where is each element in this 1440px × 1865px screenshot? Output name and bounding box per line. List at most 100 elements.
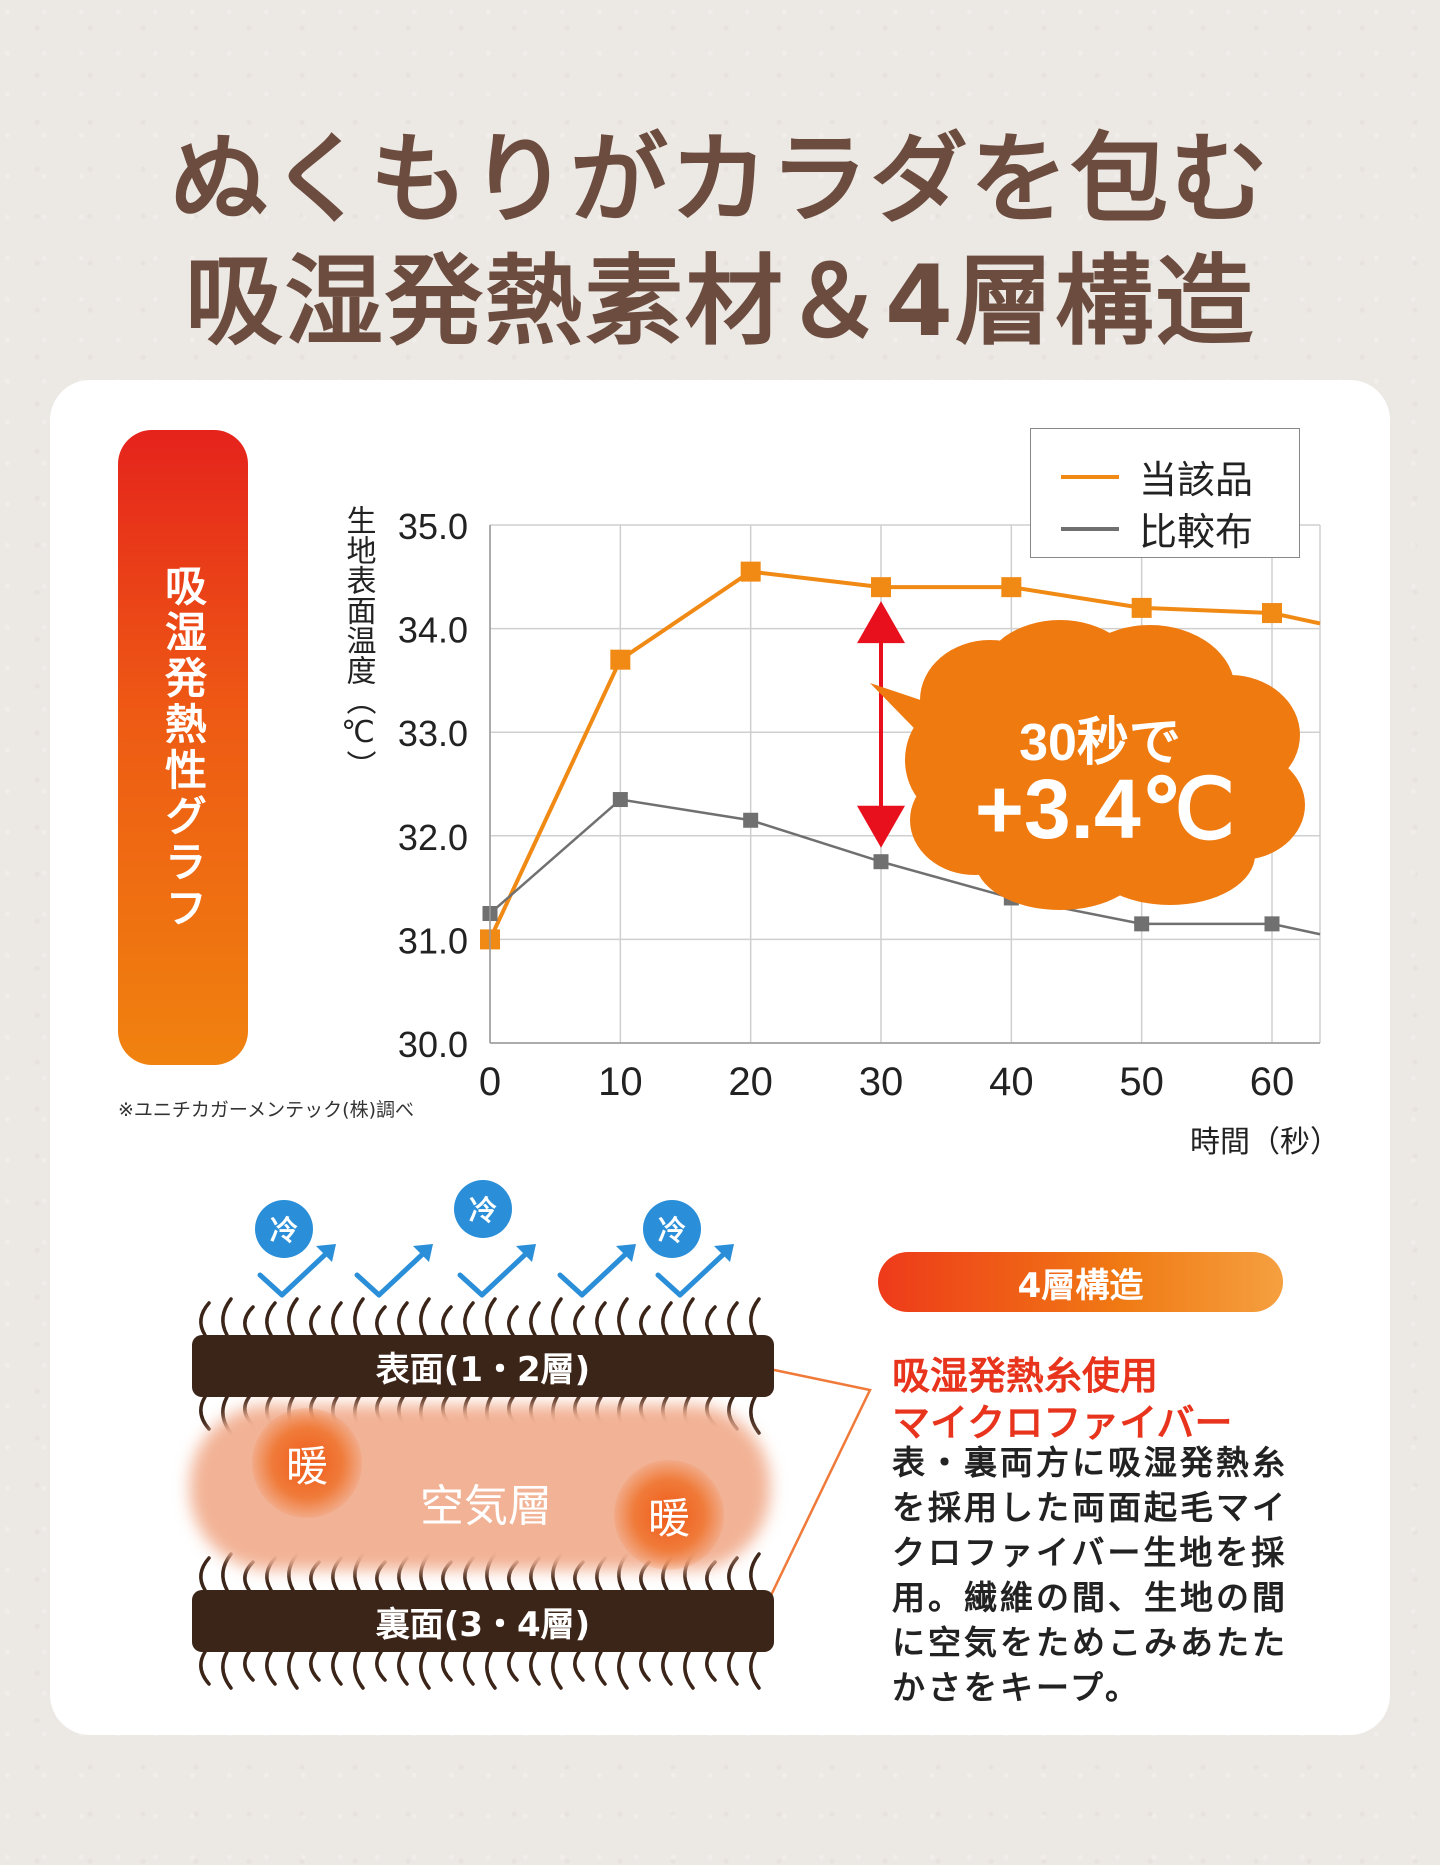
air-layer-label: 空気層 [420, 1481, 552, 1532]
fiber-hair [243, 1305, 255, 1337]
fiber-hair [661, 1650, 673, 1686]
data-point [1131, 597, 1152, 618]
x-tick-label: 30 [859, 1060, 904, 1104]
y-tick-label: 35.0 [398, 506, 468, 547]
x-tick-label: 60 [1250, 1060, 1295, 1104]
headline-line-2: 吸湿発熱素材＆4層構造 [184, 245, 1256, 359]
annotation-arrow-head-up [857, 601, 905, 644]
annotation-bubble [870, 620, 1305, 910]
cold-marker-2: 冷 [454, 1180, 512, 1238]
moisture-arrow-head [516, 1244, 536, 1262]
fiber-hair [309, 1305, 321, 1337]
fiber-hair [661, 1301, 673, 1337]
fiber-hair [617, 1650, 629, 1690]
moisture-arrow [655, 1247, 731, 1298]
chart-series [480, 561, 1321, 950]
y-tick-label: 30.0 [398, 1024, 468, 1065]
fiber-hair [353, 1297, 365, 1337]
fiber-hair [397, 1650, 409, 1686]
fiber-hair [441, 1650, 453, 1682]
chart-annotation [857, 601, 1305, 910]
moisture-arrow [354, 1247, 430, 1298]
moisture-arrow [457, 1247, 533, 1298]
data-point [1001, 577, 1022, 598]
fiber-hair [573, 1305, 585, 1337]
fiber-hair [221, 1297, 233, 1337]
fiber-hair [199, 1301, 211, 1337]
fiber-hair [353, 1650, 365, 1690]
fiber-hair [595, 1650, 607, 1686]
fiber-hair [485, 1297, 497, 1337]
x-axis-label: 時間（秒） [1190, 1125, 1340, 1160]
annotation-line-2: +3.4℃ [974, 762, 1236, 856]
data-point [610, 649, 631, 670]
fiber-hair [397, 1301, 409, 1337]
y-tick-label: 33.0 [398, 713, 468, 754]
warm-marker-right: 暖 [614, 1460, 724, 1570]
fiber-hair [287, 1650, 299, 1690]
x-tick-label: 10 [598, 1060, 643, 1104]
moisture-arrow [557, 1247, 633, 1298]
fiber-hair [705, 1650, 717, 1682]
fiber-hair [485, 1650, 497, 1690]
fiber-hair [749, 1650, 761, 1690]
fiber-hair [683, 1650, 695, 1690]
top-layer-bar: 表面(1・2層) [192, 1335, 774, 1397]
data-point [1262, 603, 1282, 624]
annotation-arrow-head-down [857, 805, 905, 848]
cold-marker-3: 冷 [643, 1200, 701, 1258]
fiber-hair [529, 1301, 541, 1337]
fiber-hair [727, 1301, 739, 1337]
data-point [740, 561, 761, 582]
fiber-hair [529, 1650, 541, 1686]
y-tick-label: 34.0 [398, 610, 468, 651]
fiber-hair [463, 1650, 475, 1686]
fiber-hair [419, 1650, 431, 1690]
legend-swatch-product [1061, 474, 1119, 479]
y-tick-label: 32.0 [398, 817, 468, 858]
x-tick-label: 50 [1119, 1060, 1164, 1104]
y-tick-label: 31.0 [398, 920, 468, 961]
moisture-arrow-head [714, 1244, 734, 1262]
fiber-hair [617, 1297, 629, 1337]
fiber-hair [199, 1650, 211, 1686]
four-layer-pill: 4層構造 [878, 1252, 1283, 1312]
fiber-hair [199, 1556, 211, 1592]
fiber-hair [705, 1305, 717, 1337]
fiber-hair [265, 1650, 277, 1686]
fiber-hair [199, 1395, 211, 1431]
moisture-arrow-head [616, 1244, 636, 1262]
data-point [612, 792, 628, 808]
fiber-hair [573, 1650, 585, 1682]
fiber-hair [287, 1297, 299, 1337]
fiber-hair [331, 1650, 343, 1686]
x-tick-label: 20 [728, 1060, 773, 1104]
cold-marker-1: 冷 [255, 1200, 313, 1258]
fiber-hair [507, 1650, 519, 1682]
fiber-hair [375, 1650, 387, 1682]
chart-axes: 30.0 31.0 32.0 33.0 34.0 35.0 0 10 20 30 40 50 60 時間（… [341, 505, 1341, 1160]
feature-description: 表・裏両方に吸湿発熱糸を採用した両面起毛マイクロファイバー生地を採用。繊維の間、… [892, 1443, 1288, 1707]
fiber-hair [749, 1552, 761, 1592]
data-point [873, 854, 889, 870]
feature-title-2: マイクロファイバー [892, 1401, 1233, 1445]
y-axis-label: 生地表面温度（℃） [341, 505, 377, 780]
fiber-hair [551, 1297, 563, 1337]
moisture-arrow [257, 1247, 333, 1298]
series-line-1 [489, 798, 1321, 936]
legend-swatch-comparison [1061, 526, 1119, 531]
fiber-hair [243, 1650, 255, 1682]
fiber-hair [507, 1305, 519, 1337]
bottom-layer-bar: 裏面(3・4層) [192, 1590, 774, 1652]
graph-side-label: 吸湿発熱性グラフ [118, 430, 248, 1065]
headline-line-1: ぬくもりがカラダを包む [169, 123, 1270, 237]
warm-marker-left: 暖 [252, 1408, 362, 1518]
legend-item-product: 当該品 [1061, 449, 1253, 504]
fiber-hair [331, 1301, 343, 1337]
legend-label-comparison: 比較布 [1139, 510, 1254, 554]
callout-connector [759, 1365, 872, 1615]
fiber-hair [749, 1395, 761, 1435]
moisture-arrow-head [413, 1244, 433, 1262]
fiber-hair [309, 1650, 321, 1682]
